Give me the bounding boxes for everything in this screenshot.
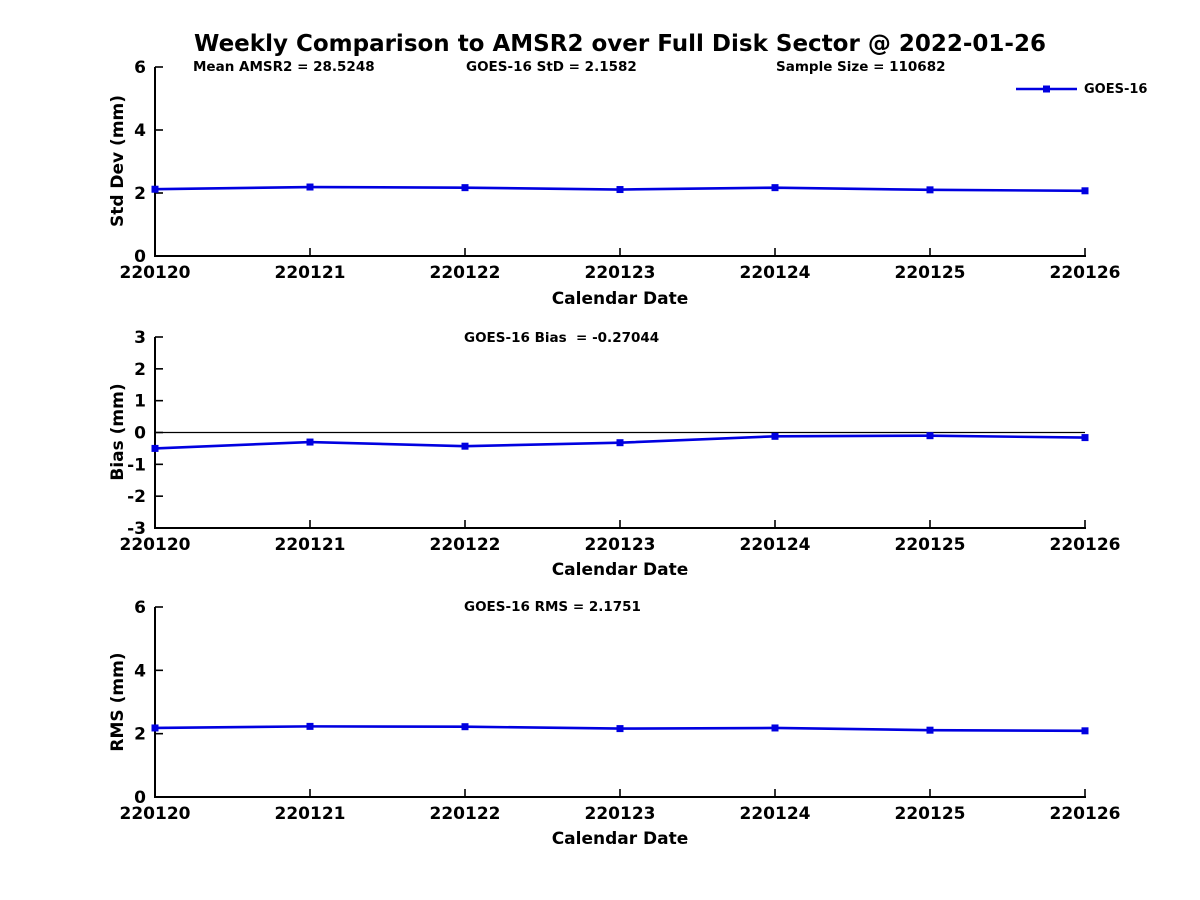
y-tick-label: 3: [134, 328, 146, 348]
y-tick-label: 4: [134, 661, 146, 681]
data-point-marker: [771, 724, 779, 732]
x-tick-label: 220126: [1050, 804, 1121, 824]
y-tick-label: -2: [127, 487, 146, 507]
data-point-marker: [306, 438, 314, 446]
data-point-marker: [616, 725, 624, 733]
x-tick-label: 220122: [430, 535, 501, 555]
y-tick-label: 0: [134, 424, 146, 444]
x-tick-label: 220120: [120, 804, 191, 824]
x-tick-label: 220120: [120, 535, 191, 555]
x-tick-label: 220126: [1050, 535, 1121, 555]
x-tick-label: 220120: [120, 263, 191, 283]
x-tick-label: 220124: [740, 535, 811, 555]
x-tick-label: 220121: [275, 804, 346, 824]
y-tick-label: 2: [134, 360, 146, 380]
x-tick-label: 220124: [740, 804, 811, 824]
data-point-marker: [616, 439, 624, 447]
panel-rms: 0 2 4 6 220120 220121 220122 220123 220124 220125…: [120, 598, 1121, 824]
data-point-marker: [461, 723, 469, 731]
y-tick-label: 6: [134, 58, 146, 78]
annotation-goes16-bias: GOES-16 Bias = -0.27044: [464, 330, 660, 346]
x-tick-label: 220122: [430, 263, 501, 283]
data-point-marker: [151, 444, 159, 452]
data-point-marker: [461, 184, 469, 192]
data-point-marker: [771, 432, 779, 440]
x-tick-label: 220126: [1050, 263, 1121, 283]
y-tick-label: 1: [134, 392, 146, 412]
y-tick-label: 2: [134, 725, 146, 745]
x-tick-label: 220125: [895, 263, 966, 283]
x-tick-label: 220123: [585, 804, 656, 824]
data-point-marker: [1081, 727, 1089, 735]
data-point-marker: [616, 186, 624, 194]
x-tick-label: 220123: [585, 535, 656, 555]
y-tick-label: 4: [134, 121, 146, 141]
y-tick-label: 0: [134, 247, 146, 267]
data-point-marker: [306, 722, 314, 730]
legend-marker: [1043, 85, 1050, 93]
y-tick-label: -3: [127, 519, 146, 539]
data-point-marker: [1081, 187, 1089, 195]
legend-label: GOES-16: [1084, 82, 1148, 97]
chart-title: Weekly Comparison to AMSR2 over Full Dis…: [194, 31, 1046, 57]
legend: [1016, 85, 1077, 93]
x-axis-label-panel-1: Calendar Date: [551, 289, 689, 309]
y-tick-label: -1: [127, 455, 146, 475]
data-point-marker: [771, 184, 779, 192]
data-point-marker: [1081, 434, 1089, 442]
annotation-goes16-rms: GOES-16 RMS = 2.1751: [464, 599, 641, 615]
annotation-goes16-std: GOES-16 StD = 2.1582: [466, 59, 637, 75]
y-axis-label-rms: RMS (mm): [108, 652, 128, 752]
x-tick-label: 220121: [275, 535, 346, 555]
x-tick-label: 220122: [430, 804, 501, 824]
y-tick-label: 0: [134, 788, 146, 808]
panel-std-dev: 0 2 4 6 220120 220121 220122 220123 220124 220125…: [120, 58, 1121, 283]
y-tick-label: 6: [134, 598, 146, 618]
data-point-marker: [151, 724, 159, 732]
x-axis-label-panel-2: Calendar Date: [551, 560, 689, 580]
y-axis-label-bias: Bias (mm): [108, 383, 128, 481]
x-tick-label: 220121: [275, 263, 346, 283]
x-tick-label: 220124: [740, 263, 811, 283]
data-point-marker: [461, 442, 469, 450]
annotation-mean-amsr2: Mean AMSR2 = 28.5248: [193, 59, 375, 75]
data-point-marker: [926, 726, 934, 734]
annotation-sample-size: Sample Size = 110682: [776, 59, 946, 75]
y-axis-label-std-dev: Std Dev (mm): [108, 94, 128, 228]
x-tick-label: 220123: [585, 263, 656, 283]
x-tick-label: 220125: [895, 804, 966, 824]
y-tick-label: 2: [134, 184, 146, 204]
x-axis-label-panel-3: Calendar Date: [551, 829, 689, 849]
data-point-marker: [926, 186, 934, 194]
x-tick-label: 220125: [895, 535, 966, 555]
data-point-marker: [926, 432, 934, 440]
data-point-marker: [306, 183, 314, 191]
data-point-marker: [151, 185, 159, 193]
